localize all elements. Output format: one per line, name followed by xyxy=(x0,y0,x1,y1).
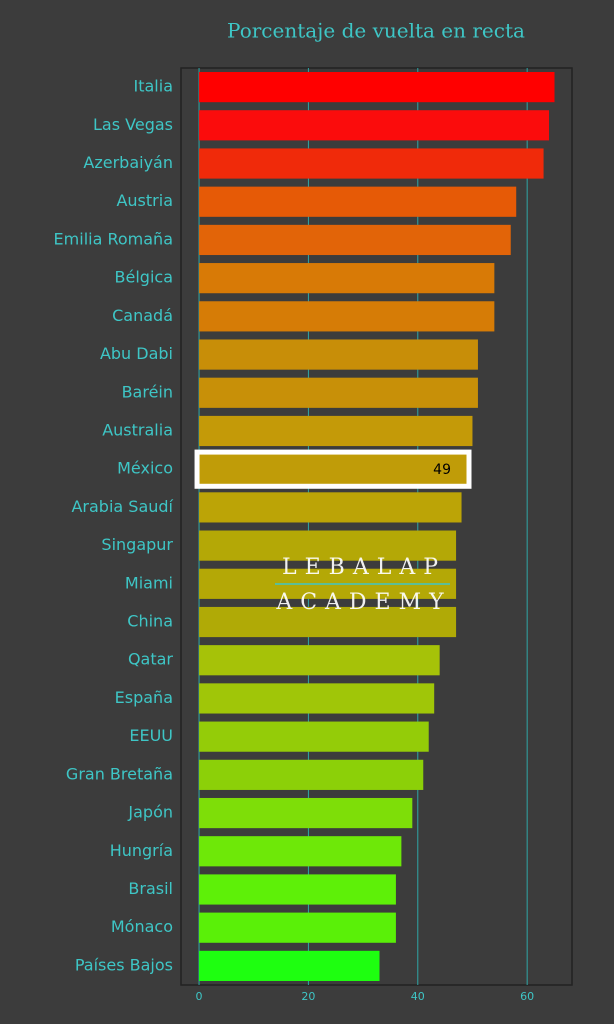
bar xyxy=(199,263,495,294)
y-tick-label: Las Vegas xyxy=(93,115,173,134)
bar xyxy=(199,301,495,332)
y-tick-label: Baréin xyxy=(122,382,173,401)
bar xyxy=(199,797,413,829)
x-tick-label: 20 xyxy=(301,990,315,1003)
bar xyxy=(199,645,440,676)
bar xyxy=(199,950,380,981)
y-tick-label: Austria xyxy=(116,191,173,210)
watermark: LEBALAP xyxy=(282,555,446,580)
y-tick-label: Australia xyxy=(102,420,173,439)
y-tick-label: Brasil xyxy=(128,879,173,898)
y-tick-label: Hungría xyxy=(110,841,173,860)
plot-area xyxy=(180,67,573,986)
y-tick-label: EEUU xyxy=(129,726,173,745)
bar xyxy=(199,683,435,714)
y-tick-label: Azerbaiyán xyxy=(83,153,173,172)
bar xyxy=(199,224,511,256)
y-tick-label: Qatar xyxy=(128,650,173,669)
y-tick-label: Gran Bretaña xyxy=(66,764,173,783)
bar xyxy=(199,110,550,141)
bar xyxy=(199,339,478,370)
value-label: 49 xyxy=(433,462,451,478)
bar xyxy=(199,454,468,485)
bar xyxy=(199,377,478,408)
y-tick-label: Países Bajos xyxy=(75,955,173,974)
bar xyxy=(199,492,462,523)
bar xyxy=(199,415,473,447)
chart-title: Porcentaje de vuelta en recta xyxy=(227,19,525,43)
y-tick-label: España xyxy=(115,688,173,707)
bar xyxy=(199,186,517,217)
y-tick-label: Italia xyxy=(134,77,174,96)
y-tick-label: Arabia Saudí xyxy=(71,497,173,516)
y-tick-label: Abu Dabi xyxy=(100,344,173,363)
x-tick-label: 40 xyxy=(411,990,425,1003)
bar xyxy=(199,148,544,179)
y-tick-label: Bélgica xyxy=(115,268,173,287)
x-tick-label: 0 xyxy=(196,990,203,1003)
watermark: ACADEMY xyxy=(275,590,451,615)
y-tick-label: China xyxy=(127,612,173,631)
bar xyxy=(199,874,396,905)
y-tick-label: Miami xyxy=(125,573,173,592)
bar xyxy=(199,759,424,790)
bar xyxy=(199,606,457,638)
y-tick-label: Emilia Romaña xyxy=(54,229,173,248)
bar xyxy=(199,836,402,867)
bar xyxy=(199,721,429,752)
y-tick-label: Singapur xyxy=(101,535,173,554)
y-tick-label: México xyxy=(117,459,173,478)
bar xyxy=(199,912,396,943)
y-tick-label: Japón xyxy=(127,803,173,822)
y-tick-label: Canadá xyxy=(112,306,173,325)
x-tick-label: 60 xyxy=(520,990,534,1003)
bar xyxy=(199,72,555,103)
y-tick-label: Mónaco xyxy=(111,917,173,936)
bar xyxy=(199,530,457,561)
highlight-box xyxy=(194,449,472,489)
